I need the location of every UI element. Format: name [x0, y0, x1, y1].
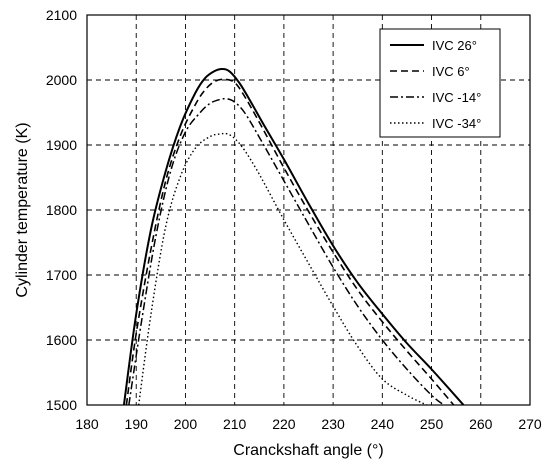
- y-tick-label: 2000: [46, 72, 77, 88]
- x-tick-label: 190: [125, 416, 149, 432]
- legend-box: [379, 28, 501, 138]
- y-axis-title: Cylinder temperature (K): [14, 122, 31, 297]
- y-tick-label: 1500: [46, 397, 77, 413]
- x-tick-label: 180: [75, 416, 99, 432]
- y-tick-label: 1600: [46, 332, 77, 348]
- x-tick-label: 240: [371, 416, 395, 432]
- x-axis-title: Cranckshaft angle (°): [233, 442, 383, 459]
- legend-label-3: IVC -14°: [432, 90, 481, 105]
- legend: IVC 26° IVC 6° IVC -14° IVC -34°: [379, 28, 501, 138]
- x-tick-label: 260: [469, 416, 493, 432]
- legend-label-2: IVC 6°: [432, 64, 470, 79]
- x-tick-label: 210: [223, 416, 247, 432]
- legend-label-4: IVC -34°: [432, 116, 481, 131]
- plot-frame: [86, 14, 531, 406]
- x-tick-label: 250: [420, 416, 444, 432]
- y-tick-label: 2100: [46, 7, 77, 23]
- x-tick-label: 220: [272, 416, 296, 432]
- x-tick-label: 200: [174, 416, 198, 432]
- series-line-3: [128, 97, 445, 406]
- x-tick-label: 230: [321, 416, 345, 432]
- x-tick-labels: 180 190 200 210 220 230 240 250 260 270: [75, 416, 542, 432]
- y-tick-labels: 1500 1600 1700 1800 1900 2000 2100: [46, 7, 77, 413]
- y-tick-label: 1700: [46, 267, 77, 283]
- legend-label-1: IVC 26°: [432, 38, 477, 53]
- y-tick-label: 1900: [46, 137, 77, 153]
- x-tick-label: 270: [518, 416, 542, 432]
- series-layer: [122, 67, 465, 406]
- series-line-2: [125, 78, 455, 406]
- y-tick-label: 1800: [46, 202, 77, 218]
- series-line-4: [137, 132, 427, 406]
- series-line-1: [122, 67, 465, 406]
